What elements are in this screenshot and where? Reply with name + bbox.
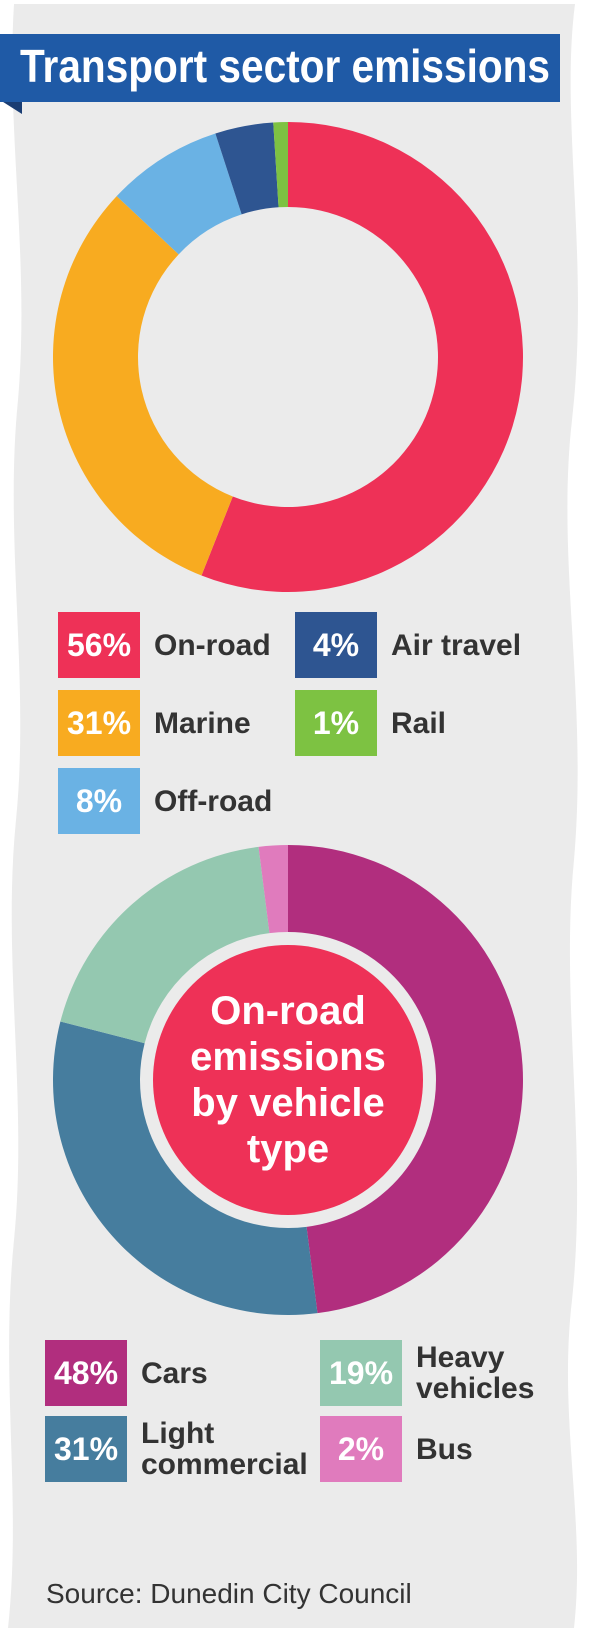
legend-label: Cars (141, 1356, 208, 1390)
donut-segment (273, 122, 288, 208)
donut-segment (60, 846, 270, 1044)
center-disc (153, 945, 423, 1215)
legend-swatch: 48% (45, 1340, 127, 1406)
legend-swatch: 8% (58, 768, 140, 834)
legend-label: Off-road (154, 784, 273, 818)
donut-segment (52, 1021, 318, 1315)
title-banner (0, 34, 560, 102)
donut-segment (52, 196, 233, 576)
legend-label: Marine (154, 706, 251, 740)
legend-swatch: 31% (45, 1416, 127, 1482)
legend-swatch: 1% (295, 690, 377, 756)
legend-swatch: 19% (320, 1340, 402, 1406)
legend-label: Bus (416, 1432, 473, 1466)
donut-segment (201, 122, 523, 592)
legend-swatch: 4% (295, 612, 377, 678)
donut-segment (288, 845, 523, 1314)
chart-title: On-road emissions by vehicle type (190, 989, 386, 1171)
donut-segment (116, 133, 242, 255)
legend-label: Light commercial (141, 1417, 308, 1481)
legend-label: Air travel (391, 628, 522, 662)
legend-label: Rail (391, 706, 447, 740)
legend-label: Heavy vehicles (416, 1341, 535, 1405)
chart-title: Transport sector emissions (20, 40, 550, 92)
legend-swatch: 2% (320, 1416, 402, 1482)
legend-swatch: 31% (58, 690, 140, 756)
banner-fold (0, 100, 22, 114)
legend-swatch: 56% (58, 612, 140, 678)
legend-label: On-road (154, 628, 271, 662)
donut-segment (258, 845, 288, 934)
source: Source: Dunedin City Council (46, 1578, 412, 1609)
donut-segment (215, 122, 279, 215)
